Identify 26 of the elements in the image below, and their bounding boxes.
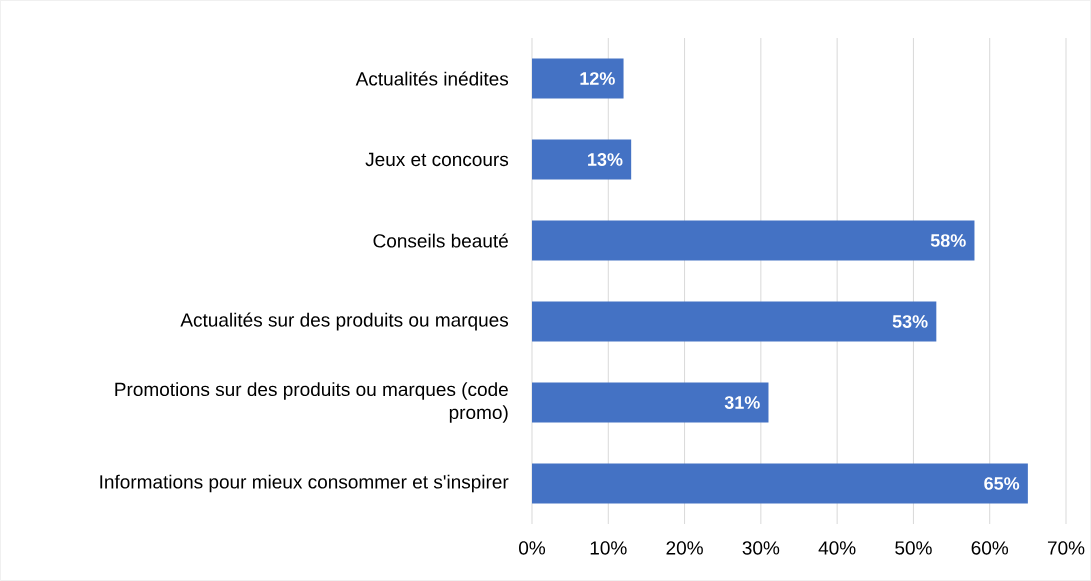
- data-label: 31%: [724, 396, 760, 409]
- data-label: 53%: [892, 315, 928, 328]
- data-label: 65%: [984, 477, 1020, 490]
- x-tick-label: 60%: [971, 541, 1009, 555]
- x-tick-label: 30%: [742, 541, 780, 555]
- x-tick-label: 50%: [895, 541, 932, 555]
- y-tick-label: Actualités inédites: [355, 71, 509, 86]
- data-label: 12%: [580, 72, 615, 85]
- x-tick-label: 70%: [1047, 541, 1085, 555]
- y-tick-label: Promotions sur des produits ou marques (code promo): [115, 382, 508, 423]
- bar: [532, 220, 975, 261]
- data-label: 13%: [588, 153, 623, 166]
- x-tick-label: 40%: [818, 541, 856, 555]
- y-tick-label: Jeux et concours: [365, 152, 509, 167]
- bar: [532, 139, 632, 180]
- y-tick-label: Actualités sur des produits ou marques: [180, 312, 509, 331]
- y-tick-label: Conseils beauté: [373, 233, 508, 248]
- x-tick-label: 10%: [590, 541, 627, 555]
- x-tick-label: 0%: [519, 541, 546, 555]
- x-tick-label: 20%: [666, 541, 703, 555]
- y-tick-label: Informations pour mieux consommer et s'inspirer: [100, 474, 509, 493]
- bar: [532, 382, 769, 423]
- bar: [532, 58, 624, 99]
- data-label: 58%: [930, 234, 966, 247]
- bar: [532, 463, 1028, 504]
- bar: [532, 301, 937, 342]
